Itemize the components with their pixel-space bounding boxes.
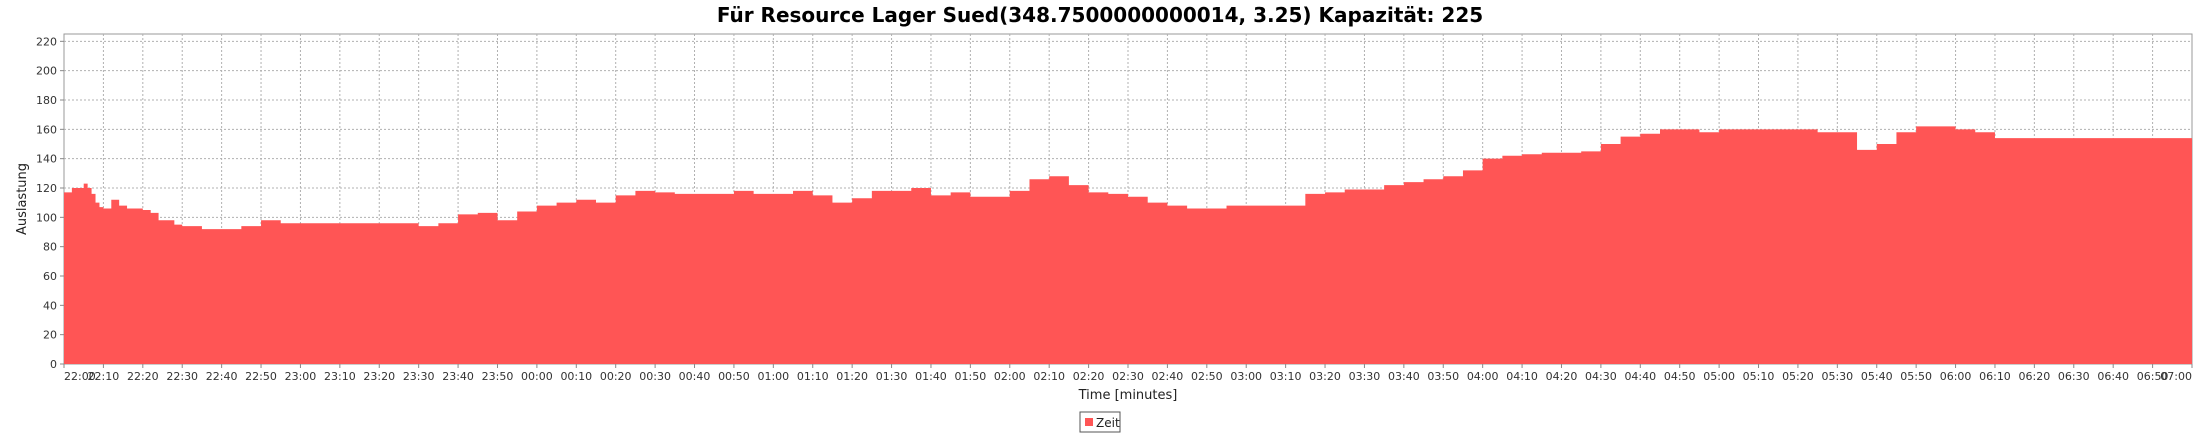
x-tick-label: 23:30 [403, 370, 435, 383]
x-tick-label: 01:20 [836, 370, 868, 383]
y-tick-label: 200 [36, 65, 57, 78]
x-tick-label: 03:40 [1388, 370, 1420, 383]
x-tick-label: 05:00 [1703, 370, 1735, 383]
x-tick-label: 05:50 [1900, 370, 1932, 383]
x-tick-label: 02:20 [1073, 370, 1105, 383]
y-tick-label: 80 [43, 241, 57, 254]
y-axis-ticks: 0 20 40 60 80 100 120 140 160 180 200 220 [36, 35, 64, 371]
y-tick-label: 0 [50, 358, 57, 371]
x-tick-label: 00:40 [679, 370, 711, 383]
x-tick-label: 22:20 [127, 370, 159, 383]
y-axis-label: Auslastung [15, 163, 30, 235]
x-tick-label: 06:20 [2019, 370, 2051, 383]
x-tick-label: 02:00 [994, 370, 1026, 383]
y-tick-label: 140 [36, 153, 57, 166]
x-tick-label: 00:00 [521, 370, 553, 383]
x-tick-label: 00:10 [560, 370, 592, 383]
legend-label: Zeit [1096, 416, 1120, 430]
x-tick-label: 01:30 [876, 370, 908, 383]
y-tick-label: 20 [43, 329, 57, 342]
chart-title: Für Resource Lager Sued(348.750000000001… [717, 3, 1483, 27]
x-tick-label: 03:00 [1230, 370, 1262, 383]
y-tick-label: 180 [36, 94, 57, 107]
x-tick-label: 22:50 [245, 370, 277, 383]
x-tick-label: 05:20 [1782, 370, 1814, 383]
x-tick-label: 04:00 [1467, 370, 1499, 383]
x-tick-label: 06:30 [2058, 370, 2090, 383]
x-tick-label: 05:30 [1821, 370, 1853, 383]
x-tick-label: 00:20 [600, 370, 632, 383]
x-tick-label: 06:40 [2097, 370, 2129, 383]
x-tick-label: 23:20 [363, 370, 395, 383]
x-tick-label: 23:10 [324, 370, 356, 383]
x-tick-label: 01:40 [915, 370, 947, 383]
legend: Zeit [1080, 412, 1120, 432]
x-tick-label: 00:50 [718, 370, 750, 383]
x-tick-label: 05:10 [1743, 370, 1775, 383]
x-tick-label: 02:10 [1033, 370, 1065, 383]
x-tick-label: 23:50 [482, 370, 514, 383]
x-tick-label: 03:20 [1309, 370, 1341, 383]
x-tick-label: 02:30 [1112, 370, 1144, 383]
x-tick-label: 03:10 [1270, 370, 1302, 383]
x-tick-label: 04:40 [1624, 370, 1656, 383]
y-tick-label: 60 [43, 270, 57, 283]
y-tick-label: 160 [36, 123, 57, 136]
x-tick-label: 23:40 [442, 370, 474, 383]
x-tick-label: 06:10 [1979, 370, 2011, 383]
y-tick-label: 120 [36, 182, 57, 195]
x-tick-label: 01:00 [757, 370, 789, 383]
x-tick-label: 01:50 [955, 370, 987, 383]
y-tick-label: 100 [36, 211, 57, 224]
x-tick-label: 04:10 [1506, 370, 1538, 383]
x-tick-label: 02:50 [1191, 370, 1223, 383]
y-tick-label: 220 [36, 35, 57, 48]
x-tick-label: 04:30 [1585, 370, 1617, 383]
x-tick-label: 22:10 [88, 370, 120, 383]
x-tick-label: 00:30 [639, 370, 671, 383]
x-tick-label: 06:00 [1940, 370, 1972, 383]
x-tick-label: 05:40 [1861, 370, 1893, 383]
x-tick-label: 03:50 [1427, 370, 1459, 383]
y-tick-label: 40 [43, 299, 57, 312]
x-tick-label: 22:30 [166, 370, 198, 383]
x-tick-label: 22:40 [206, 370, 238, 383]
x-tick-label: 02:40 [1152, 370, 1184, 383]
x-tick-label: 07:00 [2160, 370, 2192, 383]
x-tick-label: 23:00 [285, 370, 317, 383]
x-tick-label: 04:50 [1664, 370, 1696, 383]
x-tick-label: 04:20 [1546, 370, 1578, 383]
legend-swatch [1085, 418, 1093, 426]
x-tick-label: 01:10 [797, 370, 829, 383]
x-tick-label: 03:30 [1349, 370, 1381, 383]
x-axis-label: Time [minutes] [1078, 388, 1178, 403]
